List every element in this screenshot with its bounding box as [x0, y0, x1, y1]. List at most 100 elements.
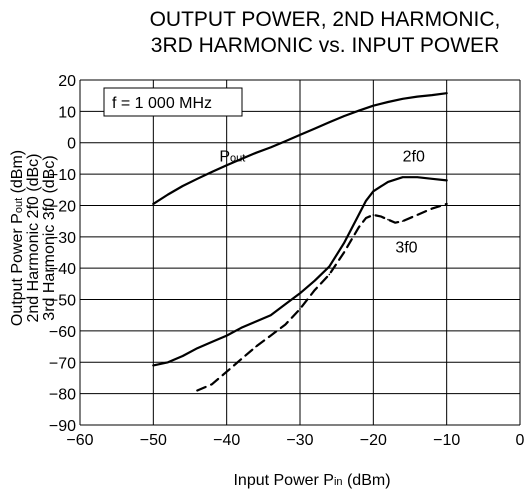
series-label-3f0: 3f0 — [395, 240, 417, 257]
data-point-pout — [240, 158, 243, 160]
series-label-2f0: 2f0 — [403, 149, 425, 166]
data-point-3f0 — [284, 323, 287, 326]
y-axis-label-line-3: 3rd Harmonic 3f0 (dBc) — [41, 155, 58, 320]
data-point-pout — [387, 101, 389, 103]
data-point-3f0 — [416, 214, 419, 216]
data-point-3f0 — [299, 308, 301, 310]
data-point-pout — [196, 177, 199, 180]
data-point-pout — [284, 140, 287, 142]
plot-area — [79, 79, 521, 426]
y-tick-label: −60 — [49, 324, 76, 341]
condition-box: f = 1 000 MHz — [103, 87, 243, 117]
data-point-pout — [445, 92, 448, 94]
data-point-3f0 — [240, 358, 243, 360]
y-tick-label: −40 — [49, 261, 76, 278]
data-point-pout — [357, 109, 360, 112]
y-tick-label: −20 — [49, 198, 76, 215]
y-axis-tick-labels: 20 10 0 −10 −20 −30 −40 −50 −60 −70 −80 −90 — [49, 73, 76, 435]
condition-label: f = 1 000 MHz — [112, 95, 212, 112]
series-label-pout: Pout — [219, 149, 245, 166]
y-tick-label: −80 — [49, 387, 76, 404]
data-point-2f0 — [299, 292, 301, 295]
data-point-3f0 — [387, 218, 389, 221]
y-label-1-unit: (dBm) — [9, 150, 26, 198]
y-tick-label: −90 — [49, 418, 76, 435]
data-point-pout — [152, 203, 155, 205]
data-point-3f0 — [225, 370, 228, 373]
x-tick-label: 0 — [516, 432, 525, 449]
x-axis-label-unit: (dBm) — [343, 472, 391, 489]
data-point-pout — [167, 193, 169, 196]
data-point-pout — [343, 115, 345, 117]
data-point-2f0 — [372, 190, 375, 193]
data-point-pout — [225, 164, 228, 167]
data-point-3f0 — [394, 221, 397, 224]
x-axis-label-main: Input Power P — [233, 472, 334, 489]
data-point-pout — [299, 134, 301, 136]
data-point-2f0 — [269, 314, 272, 317]
data-point-3f0 — [401, 220, 404, 222]
data-point-2f0 — [409, 176, 411, 179]
x-axis-label: Input Power Pin (dBm) — [233, 472, 390, 489]
y-axis-label-line-1: Output Power Pout (dBm) — [9, 150, 26, 326]
x-axis-label-sub: in — [334, 476, 343, 488]
data-point-3f0 — [328, 273, 331, 276]
data-point-2f0 — [181, 355, 184, 357]
data-point-pout — [255, 151, 257, 154]
data-point-2f0 — [225, 334, 228, 337]
y-label-1-main: Output Power P — [9, 213, 26, 326]
data-point-2f0 — [431, 177, 433, 180]
x-tick-label: −50 — [140, 432, 167, 449]
data-point-2f0 — [328, 265, 331, 268]
data-point-2f0 — [152, 364, 155, 367]
data-point-2f0 — [416, 176, 419, 179]
data-point-3f0 — [365, 217, 367, 219]
data-point-2f0 — [401, 176, 404, 179]
y-tick-label: −50 — [49, 293, 76, 310]
x-tick-label: −20 — [360, 432, 387, 449]
data-point-3f0 — [431, 207, 433, 210]
data-point-pout — [401, 98, 404, 100]
y-tick-label: −10 — [49, 167, 76, 184]
y-axis-label: Output Power Pout (dBm) 2nd Harmonic 2f0… — [9, 150, 58, 326]
series-labels: Pout 2f0 3f0 — [219, 149, 425, 257]
data-point-2f0 — [387, 181, 389, 183]
data-point-2f0 — [445, 179, 448, 182]
data-point-pout — [181, 185, 184, 187]
data-point-3f0 — [196, 389, 199, 392]
data-point-pout — [416, 95, 419, 98]
x-axis-tick-labels: −60 −50 −40 −30 −20 −10 0 — [66, 432, 524, 449]
data-point-2f0 — [240, 326, 243, 329]
data-point-3f0 — [255, 345, 257, 348]
data-point-pout — [328, 121, 331, 124]
data-point-3f0 — [313, 289, 316, 291]
data-point-pout — [431, 94, 433, 96]
data-point-pout — [269, 146, 272, 149]
x-tick-label: −60 — [66, 432, 93, 449]
data-point-pout — [313, 127, 316, 130]
data-point-2f0 — [211, 341, 213, 343]
y-tick-label: 10 — [58, 104, 76, 121]
data-point-3f0 — [372, 214, 375, 216]
data-point-2f0 — [255, 320, 257, 323]
data-point-2f0 — [196, 347, 199, 349]
data-point-3f0 — [211, 383, 213, 386]
data-point-pout — [372, 104, 375, 107]
y-axis-label-line-2: 2nd Harmonic 2f0 (dBc) — [25, 154, 42, 323]
chart-title-line-2: 3RD HARMONIC vs. INPUT POWER — [151, 34, 499, 57]
x-tick-label: −30 — [286, 432, 313, 449]
data-point-2f0 — [343, 242, 345, 244]
y-tick-label: −70 — [49, 355, 76, 372]
data-point-3f0 — [343, 251, 345, 254]
grid-lines — [79, 79, 521, 426]
data-point-2f0 — [313, 279, 316, 282]
condition-box-frame — [103, 87, 243, 117]
series-lines — [152, 92, 448, 392]
data-point-2f0 — [365, 199, 367, 202]
data-point-3f0 — [269, 334, 272, 337]
data-point-3f0 — [445, 203, 448, 205]
x-tick-label: −40 — [213, 432, 240, 449]
y-tick-label: 0 — [67, 136, 76, 153]
data-point-3f0 — [357, 226, 360, 229]
